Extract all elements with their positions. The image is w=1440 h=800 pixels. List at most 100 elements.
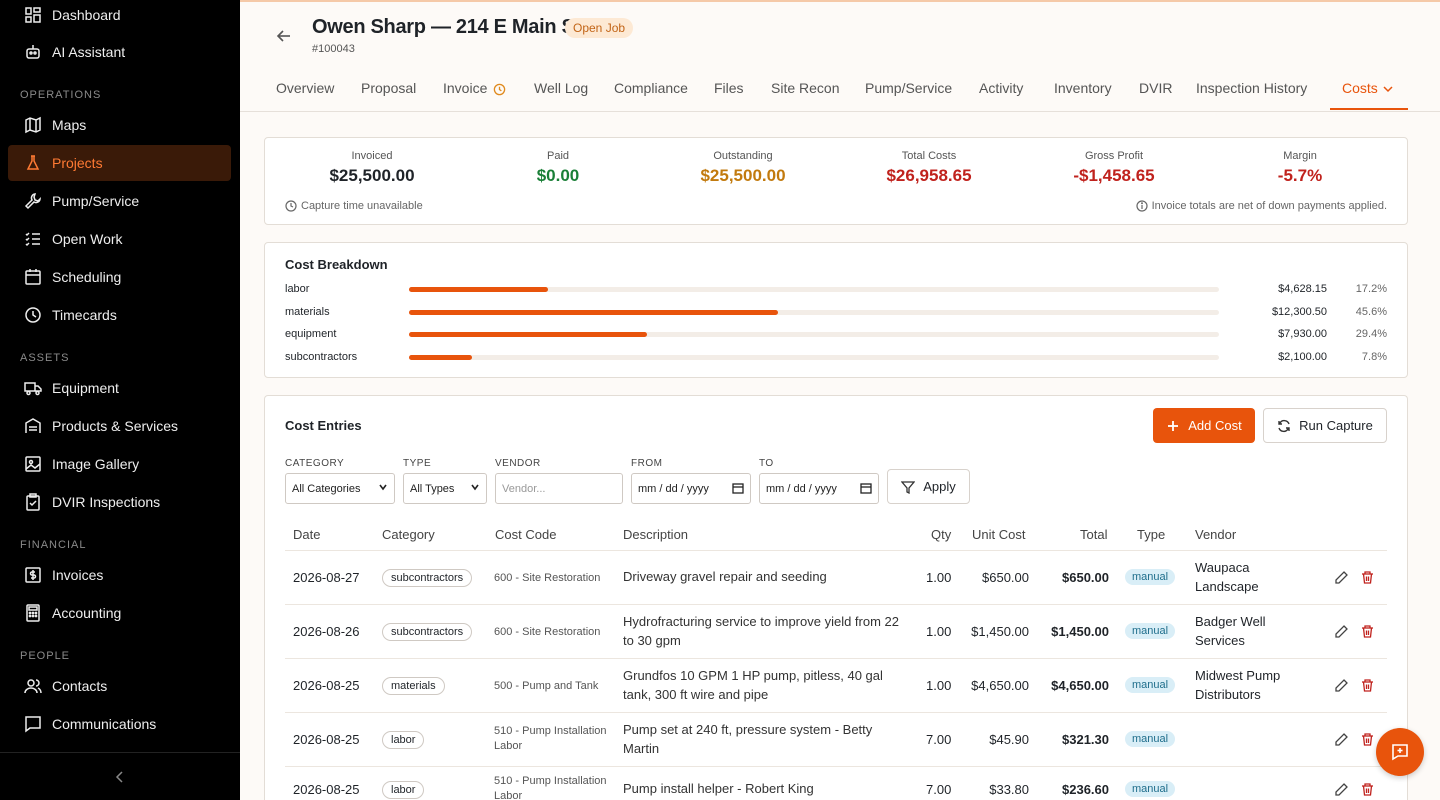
trash-icon	[1362, 571, 1373, 584]
table-row[interactable]: 2026-08-25 labor 510 - Pump Installation…	[285, 712, 1387, 766]
sidebar-item-scheduling[interactable]: Scheduling	[8, 259, 231, 295]
edit-button[interactable]	[1334, 732, 1349, 750]
tab-dvir[interactable]: DVIR	[1139, 80, 1173, 96]
table-row[interactable]: 2026-08-27 subcontractors 600 - Site Res…	[285, 550, 1387, 604]
clipboard-icon	[26, 493, 40, 511]
column-header-category[interactable]: Category	[382, 527, 435, 542]
sidebar-item-accounting[interactable]: Accounting	[8, 595, 231, 631]
column-header-unit-cost[interactable]: Unit Cost	[972, 527, 1026, 542]
cell-date: 2026-08-25	[293, 732, 360, 747]
edit-button[interactable]	[1334, 678, 1349, 696]
trash-icon	[1362, 679, 1373, 692]
table-row[interactable]: 2026-08-25 labor 510 - Pump Installation…	[285, 766, 1387, 800]
tab-overview[interactable]: Overview	[276, 80, 335, 96]
sidebar-item-invoices[interactable]: Invoices	[8, 557, 231, 593]
sidebar-item-equipment[interactable]: Equipment	[8, 370, 231, 406]
tab-site-recon[interactable]: Site Recon	[771, 80, 840, 96]
calendar-icon[interactable]	[860, 482, 872, 494]
breakdown-row-labor: labor $4,628.15 17.2%	[285, 281, 1387, 299]
sidebar-item-communications[interactable]: Communications	[8, 706, 231, 742]
tab-invoice[interactable]: Invoice	[443, 80, 487, 96]
metric-value: $25,500.00	[700, 166, 786, 185]
column-header-type[interactable]: Type	[1137, 527, 1166, 542]
apply-filters-button[interactable]: Apply	[887, 469, 970, 504]
sidebar-item-timecards[interactable]: Timecards	[8, 297, 231, 333]
from-date-input[interactable]: mm / dd / yyyy	[631, 473, 751, 504]
run-capture-button[interactable]: Run Capture	[1263, 408, 1387, 443]
sidebar-item-label: Scheduling	[52, 269, 122, 285]
delete-button[interactable]	[1360, 732, 1375, 750]
tab-inventory[interactable]: Inventory	[1054, 80, 1112, 96]
cell-qty: 1.00	[926, 624, 952, 639]
sidebar-item-dashboard[interactable]: Dashboard	[8, 0, 231, 33]
delete-button[interactable]	[1360, 678, 1375, 696]
cell-date: 2026-08-26	[293, 624, 360, 639]
tab-costs[interactable]: Costs	[1342, 80, 1378, 96]
breakdown-amount: $4,628.15	[1278, 283, 1327, 295]
sidebar-collapse-button[interactable]	[0, 752, 240, 800]
table-row[interactable]: 2026-08-26 subcontractors 600 - Site Res…	[285, 604, 1387, 658]
table-row[interactable]: 2026-08-25 materials 500 - Pump and Tank…	[285, 658, 1387, 712]
tab-proposal[interactable]: Proposal	[361, 80, 417, 96]
checklist-icon	[25, 232, 40, 247]
sidebar-item-image-gallery[interactable]: Image Gallery	[8, 446, 231, 482]
column-header-vendor[interactable]: Vendor	[1195, 527, 1237, 542]
sidebar-item-label: Accounting	[52, 605, 122, 621]
pencil-icon	[1335, 625, 1348, 638]
edit-button[interactable]	[1334, 782, 1349, 800]
delete-button[interactable]	[1360, 570, 1375, 588]
vendor-filter-label: VENDOR	[495, 458, 541, 469]
cell-unit-cost: $45.90	[989, 732, 1029, 747]
sidebar-item-label: AI Assistant	[52, 44, 126, 60]
tab-inspection-history[interactable]: Inspection History	[1196, 80, 1308, 96]
cell-cost-code: 500 - Pump and Tank	[494, 680, 599, 692]
tab-pump-service[interactable]: Pump/Service	[865, 80, 953, 96]
to-date-input[interactable]: mm / dd / yyyy	[759, 473, 879, 504]
type-select[interactable]: All Types	[403, 473, 487, 504]
category-badge: materials	[382, 677, 445, 695]
category-filter-label: CATEGORY	[285, 458, 345, 469]
column-header-total[interactable]: Total	[1080, 527, 1108, 542]
column-header-description[interactable]: Description	[623, 527, 689, 542]
category-select[interactable]: All Categories	[285, 473, 395, 504]
sidebar-item-pump-service[interactable]: Pump/Service	[8, 183, 231, 219]
tab-compliance[interactable]: Compliance	[614, 80, 688, 96]
sidebar-item-dvir-inspections[interactable]: DVIR Inspections	[8, 484, 231, 520]
back-arrow-icon[interactable]	[274, 26, 294, 46]
sidebar-item-maps[interactable]: Maps	[8, 107, 231, 143]
breakdown-percent: 45.6%	[1355, 306, 1387, 318]
vendor-input[interactable]: Vendor...	[495, 473, 623, 504]
column-header-date[interactable]: Date	[293, 527, 321, 542]
cell-date: 2026-08-25	[293, 782, 360, 797]
metric-invoiced: Invoiced $25,500.00	[282, 150, 462, 186]
sidebar-item-contacts[interactable]: Contacts	[8, 668, 231, 704]
sidebar-item-ai-assistant[interactable]: AI Assistant	[8, 34, 231, 70]
breakdown-name: materials	[285, 306, 330, 318]
type-badge: manual	[1125, 623, 1176, 639]
column-header-cost-code[interactable]: Cost Code	[495, 527, 557, 542]
edit-button[interactable]	[1334, 570, 1349, 588]
cell-cost-code: 600 - Site Restoration	[494, 626, 601, 638]
tab-well-log[interactable]: Well Log	[534, 80, 589, 96]
sidebar-item-open-work[interactable]: Open Work	[8, 221, 231, 257]
sidebar-item-products-services[interactable]: Products & Services	[8, 408, 231, 444]
trash-icon	[1362, 733, 1373, 746]
delete-button[interactable]	[1360, 782, 1375, 800]
add-cost-button[interactable]: Add Cost	[1153, 408, 1255, 443]
calendar-icon[interactable]	[732, 482, 744, 494]
section-label-people: PEOPLE	[20, 650, 71, 662]
delete-button[interactable]	[1360, 624, 1375, 642]
breakdown-amount: $2,100.00	[1278, 351, 1327, 363]
cell-date: 2026-08-27	[293, 570, 360, 585]
vendor-input-placeholder: Vendor...	[502, 482, 546, 495]
chat-fab-button[interactable]	[1376, 728, 1424, 776]
metric-label: Total Costs	[901, 150, 957, 162]
sidebar-item-label: Equipment	[52, 380, 119, 396]
tab-activity[interactable]: Activity	[979, 80, 1024, 96]
sidebar-item-projects[interactable]: Projects	[8, 145, 231, 181]
edit-button[interactable]	[1334, 624, 1349, 642]
column-header-qty[interactable]: Qty	[931, 527, 952, 542]
breakdown-name: subcontractors	[285, 351, 358, 363]
breakdown-bar-track	[409, 287, 1219, 292]
tab-files[interactable]: Files	[714, 80, 744, 96]
